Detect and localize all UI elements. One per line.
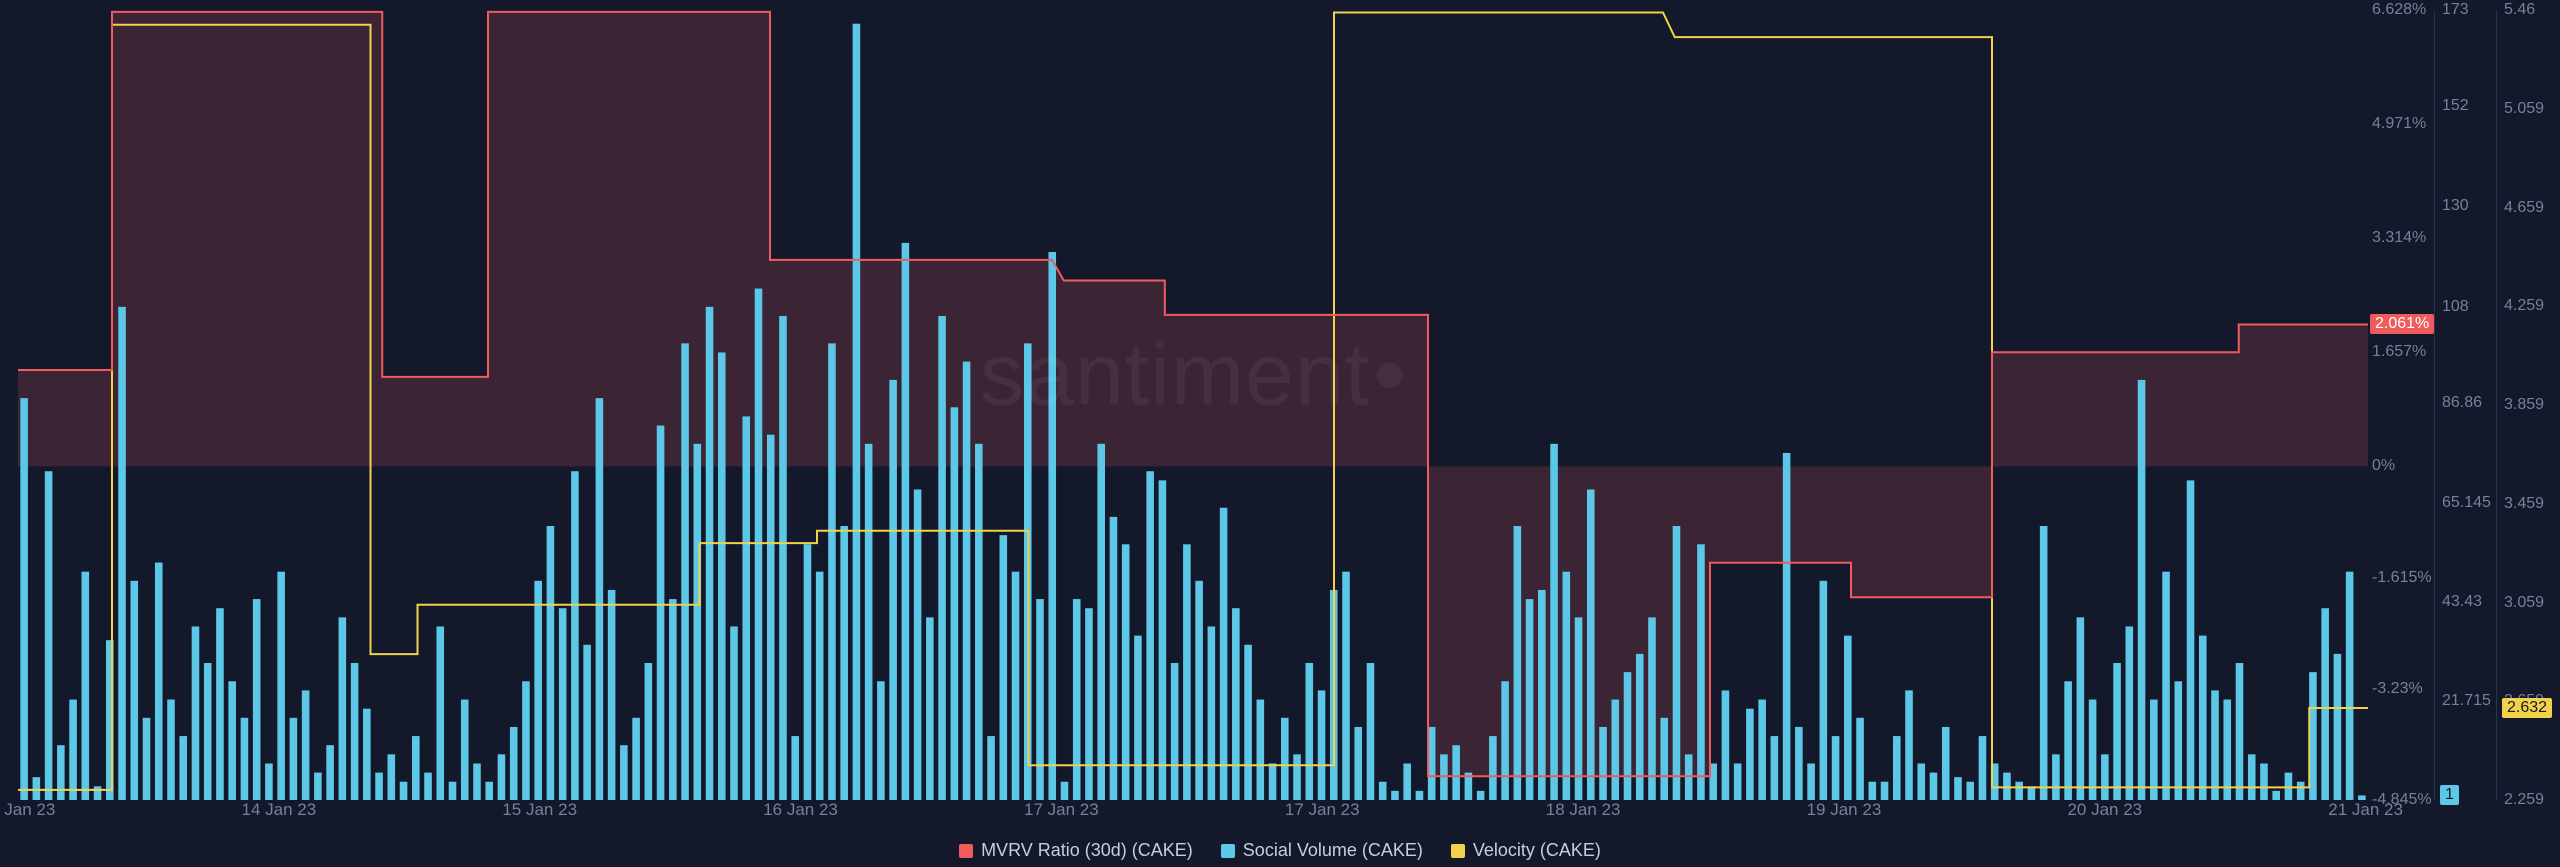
x-axis-tick: 19 Jan 23 [1807,800,1882,820]
y-axis-tick: 3.859 [2504,396,2544,414]
y-axis-velocity: 5.465.0594.6594.2593.8593.4593.0592.6592… [2500,10,2560,800]
chart-svg [18,10,2368,800]
y-axis-tick: 1.657% [2372,343,2426,361]
y-axis-tick: 3.459 [2504,495,2544,513]
legend-swatch [1221,844,1235,858]
legend: MVRV Ratio (30d) (CAKE) Social Volume (C… [0,840,2560,861]
axis-marker-velocity: 2.632 [2502,698,2552,718]
y-axis-tick: 3.314% [2372,229,2426,247]
axis-marker-social: 1 [2440,785,2459,805]
legend-label: Velocity (CAKE) [1473,840,1601,861]
x-axis-tick: 16 Jan 23 [763,800,838,820]
y-axis-tick: 4.971% [2372,115,2426,133]
y-axes: 6.628%4.971%3.314%1.657%0%-1.615%-3.23%-… [2368,10,2560,800]
legend-label: MVRV Ratio (30d) (CAKE) [981,840,1193,861]
y-axis-tick: 152 [2442,97,2469,115]
y-axis-mvrv: 6.628%4.971%3.314%1.657%0%-1.615%-3.23%-… [2368,10,2434,800]
y-axis-tick: 2.259 [2504,791,2544,809]
legend-swatch [959,844,973,858]
y-axis-social: 17315213010886.8665.14543.4321.715 [2438,10,2496,800]
y-axis-tick: 6.628% [2372,1,2426,19]
x-axis-tick: 17 Jan 23 [1285,800,1360,820]
y-axis-tick: 21.715 [2442,692,2491,710]
legend-swatch [1451,844,1465,858]
y-axis-tick: 108 [2442,298,2469,316]
y-axis-tick: 86.86 [2442,394,2482,412]
x-axis-tick: 17 Jan 23 [1024,800,1099,820]
y-axis-tick: 65.145 [2442,494,2491,512]
x-axis-tick: 18 Jan 23 [1546,800,1621,820]
x-axis-tick: 14 Jan 23 [242,800,317,820]
legend-item-velocity[interactable]: Velocity (CAKE) [1451,840,1601,861]
x-axis-tick: 15 Jan 23 [502,800,577,820]
x-axis: 13 Jan 2314 Jan 2315 Jan 2316 Jan 2317 J… [18,800,2368,820]
y-axis-tick: 0% [2372,457,2395,475]
chart-plot-area[interactable]: santiment [18,10,2368,800]
x-axis-tick: 20 Jan 23 [2067,800,2142,820]
y-axis-tick: 4.659 [2504,199,2544,217]
y-axis-tick: -3.23% [2372,680,2423,698]
x-axis-tick: 13 Jan 23 [0,800,55,820]
axis-marker-mvrv: 2.061% [2370,314,2434,334]
y-axis-tick: -1.615% [2372,569,2432,587]
y-axis-tick: -4.845% [2372,791,2432,809]
y-axis-tick: 4.259 [2504,297,2544,315]
y-axis-tick: 173 [2442,1,2469,19]
y-axis-tick: 130 [2442,197,2469,215]
y-axis-tick: 5.46 [2504,1,2535,19]
legend-label: Social Volume (CAKE) [1243,840,1423,861]
y-axis-tick: 5.059 [2504,100,2544,118]
y-axis-tick: 43.43 [2442,593,2482,611]
y-axis-tick: 3.059 [2504,594,2544,612]
legend-item-mvrv[interactable]: MVRV Ratio (30d) (CAKE) [959,840,1193,861]
legend-item-social[interactable]: Social Volume (CAKE) [1221,840,1423,861]
